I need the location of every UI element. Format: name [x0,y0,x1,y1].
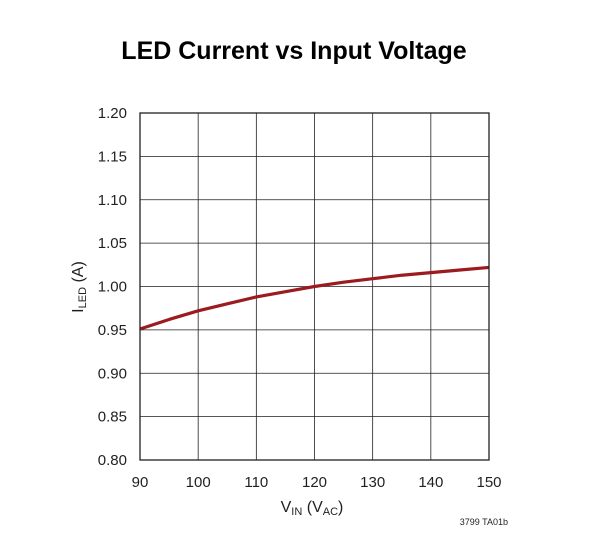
y-axis-label-main-sub: LED [77,287,89,308]
figure-code: 3799 TA01b [460,517,508,527]
chart-title: LED Current vs Input Voltage [121,37,466,65]
x-tick-label-4: 130 [360,474,385,491]
grid [139,112,490,461]
x-tick-label-0: 90 [132,474,149,491]
y-tick-label-2: 0.90 [98,365,127,382]
x-tick-labels: 90 100 110 120 130 140 150 [132,474,502,491]
x-tick-label-5: 140 [418,474,443,491]
x-axis-label-main: V [281,499,292,516]
y-tick-labels: 0.80 0.85 0.90 0.95 1.00 1.05 1.10 1.15 1.20 [98,105,127,469]
y-tick-label-1: 0.85 [98,409,127,426]
y-axis-label-main: I [70,308,87,312]
y-tick-label-7: 1.15 [98,148,127,165]
x-axis-label-paren-close: ) [338,499,343,516]
x-tick-label-3: 120 [302,474,327,491]
plot-frame [139,112,490,461]
y-tick-label-8: 1.20 [98,105,127,122]
x-axis-label: VIN (VAC) [281,499,344,518]
y-tick-label-0: 0.80 [98,452,127,469]
y-tick-label-3: 0.95 [98,322,127,339]
y-tick-label-6: 1.10 [98,192,127,209]
y-tick-label-4: 1.00 [98,279,127,296]
x-tick-label-1: 100 [186,474,211,491]
y-tick-label-5: 1.05 [98,235,127,252]
x-tick-label-2: 110 [244,474,268,491]
y-axis-label-unit: (A) [70,261,87,287]
series-line-0 [139,265,490,331]
x-tick-label-6: 150 [476,474,501,491]
series-group [139,265,490,331]
x-axis-label-paren-open: (V [302,499,323,516]
x-axis-label-main-sub: IN [291,506,302,518]
x-axis-label-paren-sub: AC [323,506,338,518]
y-axis-label: ILED (A) [70,261,89,313]
